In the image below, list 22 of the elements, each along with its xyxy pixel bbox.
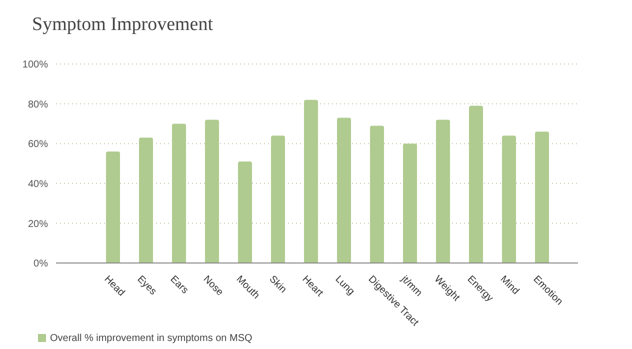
chart-title: Symptom Improvement: [32, 14, 214, 36]
bar: [139, 138, 153, 263]
bar: [436, 120, 450, 263]
bar: [172, 124, 186, 263]
bar: [271, 136, 285, 263]
bar: [403, 144, 417, 263]
bar: [469, 106, 483, 263]
legend-label: Overall % improvement in symptoms on MSQ: [50, 333, 252, 344]
y-tick-label: 20%: [28, 218, 48, 230]
bar: [106, 152, 120, 263]
y-tick-label: 60%: [28, 139, 48, 150]
bar: [337, 118, 351, 263]
bar: [535, 132, 549, 263]
y-tick-label: 100%: [22, 60, 48, 71]
bar: [502, 136, 516, 263]
bar: [205, 120, 219, 263]
y-tick-label: 0%: [34, 258, 48, 270]
bar: [238, 162, 252, 263]
y-tick-label: 40%: [28, 178, 48, 190]
bar: [370, 126, 384, 263]
bar: [304, 100, 318, 263]
y-tick-label: 80%: [28, 99, 48, 110]
